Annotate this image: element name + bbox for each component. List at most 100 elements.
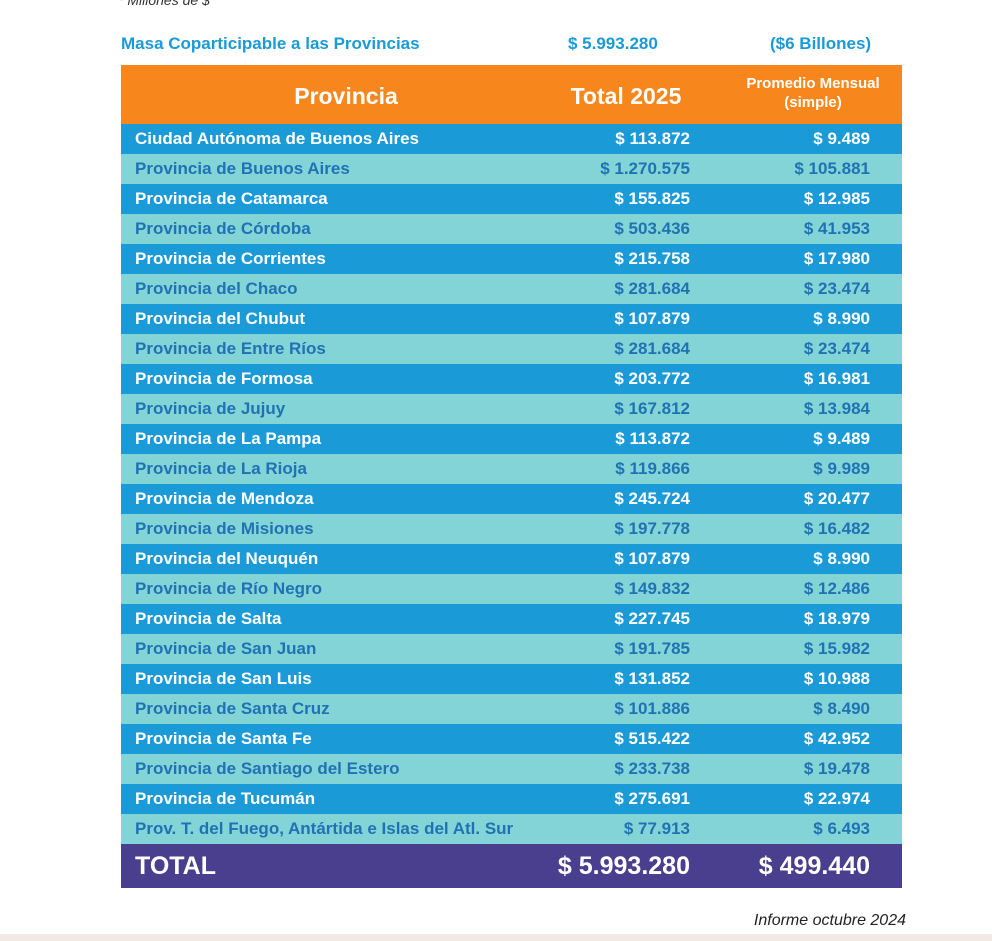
table-cell: Provincia de Catamarca [135,189,328,208]
table-cell: Provincia de Santiago del Estero [135,759,400,778]
table-row: Provincia de San Luis $ 131.852 $ 10.988 [121,664,902,694]
table-row: Provincia de Entre Ríos $ 281.684 $ 23.474 [121,334,902,364]
table-cell: Provincia del Chubut [135,309,306,328]
table-cell: Provincia de Jujuy [135,399,286,418]
table-cell: Provincia de Mendoza [135,489,314,508]
table-cell: Provincia de Formosa [135,369,313,388]
table-row: Provincia de Mendoza $ 245.724 $ 20.477 [121,484,902,514]
table-cell: Provincia de Río Negro [135,579,323,598]
table-cell: $ 245.724 [614,489,690,508]
table-cell: $ 9.989 [813,459,870,478]
table-row: Provincia de Jujuy $ 167.812 $ 13.984 [121,394,902,424]
table-row: Provincia de Santa Cruz $ 101.886 $ 8.490 [121,694,902,724]
table-cell: $ 107.879 [614,309,690,328]
header-cell: Provincia [294,83,398,109]
table-cell: $ 131.852 [614,669,690,688]
table-cell: Provincia de Buenos Aires [135,159,350,178]
total-cell: $ 499.440 [758,852,870,880]
table-cell: $ 23.474 [803,339,870,358]
table-cell: $ 19.478 [803,759,870,778]
table-row: Provincia de Río Negro $ 149.832 $ 12.486 [121,574,902,604]
table-cell: Provincia de La Rioja [135,459,307,478]
header-cell: Total 2025 [570,83,682,109]
table-row: Provincia de Catamarca $ 155.825 $ 12.985 [121,184,902,214]
table-cell: $ 16.482 [803,519,870,538]
table-cell: Provincia de Salta [135,609,282,628]
table-cell: $ 1.270.575 [600,159,690,178]
table-cell: Provincia de La Pampa [135,429,322,448]
table-cell: Provincia de San Luis [135,669,312,688]
table-row: Provincia del Chubut $ 107.879 $ 8.990 [121,304,902,334]
total-row: TOTAL $ 5.993.280 $ 499.440 [121,844,902,888]
table-cell: $ 155.825 [614,189,690,208]
table-cell: Provincia del Neuquén [135,549,319,568]
table-cell: Provincia de Santa Cruz [135,699,330,718]
table-cell: $ 9.489 [813,129,870,148]
table-cell: Provincia de San Juan [135,639,317,658]
table-row: Provincia de Córdoba $ 503.436 $ 41.953 [121,214,902,244]
table-cell: Provincia de Córdoba [135,219,311,238]
table-cell: Provincia de Corrientes [135,249,326,268]
table-row: Provincia del Chaco $ 281.684 $ 23.474 [121,274,902,304]
table-cell: Provincia de Misiones [135,519,314,538]
table-row: Provincia de San Juan $ 191.785 $ 15.982 [121,634,902,664]
table-cell: Provincia de Entre Ríos [135,339,326,358]
table-cell: $ 149.832 [614,579,690,598]
table: Provincia Total 2025 Promedio Mensual (s… [121,65,902,888]
table-cell: Provincia de Santa Fe [135,729,312,748]
table-row: Provincia de Tucumán $ 275.691 $ 22.974 [121,784,902,814]
bottom-strip [0,934,992,941]
table-cell: $ 101.886 [614,699,690,718]
table-body: Ciudad Autónoma de Buenos Aires $ 113.872… [121,124,902,844]
table-cell: $ 17.980 [803,249,870,268]
table-cell: $ 503.436 [614,219,690,238]
table-row: Provincia de Santa Fe $ 515.422 $ 42.952 [121,724,902,754]
table-cell: $ 203.772 [614,369,690,388]
table-row: Provincia de Corrientes $ 215.758 $ 17.980 [121,244,902,274]
table-row: Provincia de Santiago del Estero $ 233.73… [121,754,902,784]
table-cell: $ 22.974 [803,789,870,808]
table-cell: $ 233.738 [614,759,690,778]
table-cell: $ 12.486 [803,579,870,598]
table-cell: $ 281.684 [614,339,690,358]
table-cell: Provincia de Tucumán [135,789,316,808]
table-cell: Ciudad Autónoma de Buenos Aires [135,129,419,148]
table-cell: $ 13.984 [803,399,870,418]
table-cell: $ 119.866 [615,459,690,478]
table-row: Provincia de Buenos Aires $ 1.270.575 $ 10… [121,154,902,184]
table-cell: $ 227.745 [614,609,690,628]
table-cell: $ 18.979 [803,609,870,628]
table-cell: $ 12.985 [803,189,870,208]
table-cell: $ 41.953 [803,219,870,238]
table-cell: $ 281.684 [614,279,690,298]
table-cell: $ 167.812 [614,399,690,418]
table-cell: $ 275.691 [614,789,690,808]
table-cell: $ 8.490 [813,699,870,718]
table-cell: $ 20.477 [803,489,870,508]
table-row: Provincia de Salta $ 227.745 $ 18.979 [121,604,902,634]
table-cell: $ 9.489 [813,429,870,448]
table-cell: Provincia del Chaco [135,279,298,298]
table-cell: $ 77.913 [623,819,690,838]
table-row: Ciudad Autónoma de Buenos Aires $ 113.872… [121,124,902,154]
summary-equivalent: ($6 Billones) [770,34,872,53]
table-row: Prov. T. del Fuego, Antártida e Islas de… [121,814,902,844]
table-cell: $ 113.872 [615,129,690,148]
footer: Informe octubre 2024 [753,912,906,929]
table-cell: $ 113.872 [615,429,690,448]
table-cell: $ 8.990 [813,309,870,328]
table-cell: $ 105.881 [794,159,870,178]
note: * Millones de $ [118,0,210,8]
summary-amount: $ 5.993.280 [568,34,658,53]
total-cell: $ 5.993.280 [557,852,690,880]
table-row: Provincia de Misiones $ 197.778 $ 16.482 [121,514,902,544]
table-cell: $ 191.785 [614,639,690,658]
table-cell: $ 515.422 [614,729,690,748]
table-cell: $ 107.879 [614,549,690,568]
summary-label: Masa Coparticipable a las Provincias [121,34,420,53]
table-cell: $ 215.758 [614,249,690,268]
table-cell: $ 42.952 [803,729,870,748]
table-cell: $ 10.988 [803,669,870,688]
table-cell: $ 8.990 [813,549,870,568]
